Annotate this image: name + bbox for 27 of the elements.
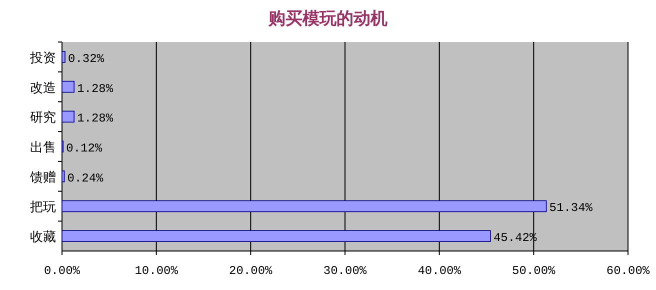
chart-title: 购买模玩的动机 xyxy=(268,9,388,29)
y-tick-label: 研究 xyxy=(30,110,56,126)
y-tick-label: 收藏 xyxy=(30,230,56,246)
data-label: 0.24% xyxy=(67,171,104,186)
data-label: 51.34% xyxy=(549,201,594,216)
data-label: 1.28% xyxy=(77,82,114,96)
bar xyxy=(62,230,491,242)
y-tick-label: 出售 xyxy=(30,140,56,156)
x-tick-label: 40.00% xyxy=(418,264,462,278)
bar xyxy=(62,200,547,212)
y-tick-label: 改造 xyxy=(30,80,56,96)
bar xyxy=(62,170,65,182)
x-tick-label: 20.00% xyxy=(229,264,274,278)
x-tick-label: 60.00% xyxy=(606,264,650,278)
x-tick-label: 0.00% xyxy=(44,264,81,278)
bar xyxy=(62,51,66,63)
data-label: 1.28% xyxy=(77,112,114,126)
data-label: 0.32% xyxy=(68,52,105,66)
bar xyxy=(62,80,74,93)
x-tick-label: 10.00% xyxy=(134,264,179,278)
y-tick-label: 馈赠 xyxy=(29,170,56,186)
x-tick-label: 50.00% xyxy=(512,264,556,278)
x-tick-label: 30.00% xyxy=(323,264,368,278)
data-label: 0.12% xyxy=(66,142,103,156)
y-tick-label: 把玩 xyxy=(30,200,56,216)
y-tick-label: 投资 xyxy=(29,50,56,66)
bar xyxy=(62,110,74,123)
